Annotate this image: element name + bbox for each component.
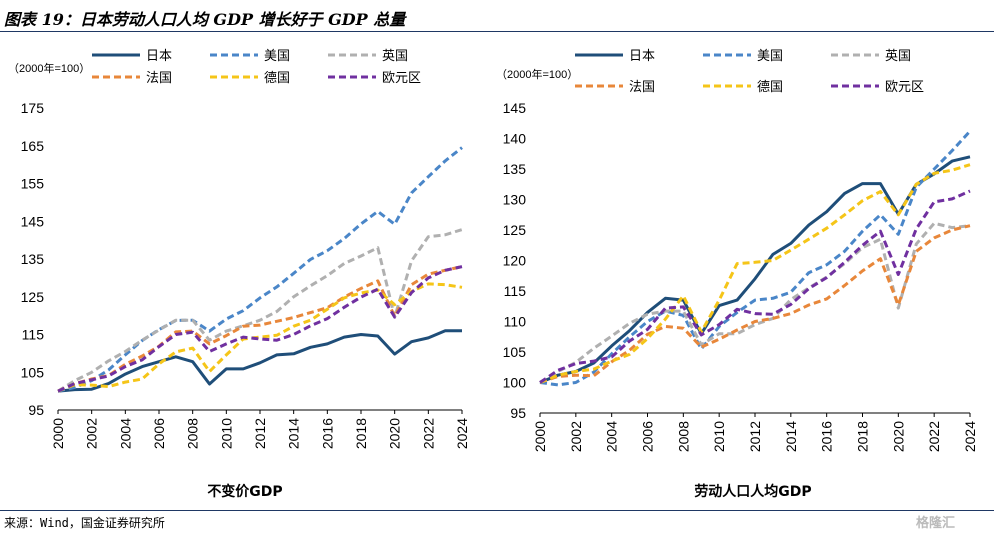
y-tick-label: 95 — [510, 405, 526, 421]
legend-label: 德国 — [264, 71, 290, 86]
x-tick-label: 2006 — [640, 421, 656, 452]
series-line-英国 — [57, 228, 463, 393]
x-tick-label: 2002 — [84, 418, 100, 449]
y-tick-label: 125 — [503, 222, 527, 238]
chart-caption: 劳动人口人均GDP — [694, 483, 811, 500]
series-line-日本 — [57, 329, 462, 393]
series-line-法国 — [57, 265, 463, 393]
x-tick-label: 2000 — [50, 418, 66, 449]
charts-area: （2000年=100） 95 105 115 125 135 145 155 165 175 200… — [8, 49, 978, 500]
y-tick-label: 105 — [21, 364, 45, 380]
series-line-英国 — [539, 221, 971, 384]
series-line-德国 — [539, 163, 971, 384]
figure-title: 图表 19：日本劳动人口人均 GDP 增长好于 GDP 总量 — [4, 10, 406, 29]
y-tick-label: 110 — [504, 314, 527, 330]
x-tick-label: 2024 — [454, 418, 470, 449]
y-tick-label: 130 — [503, 192, 527, 208]
x-tick-label: 2008 — [675, 421, 691, 452]
x-tick-label: 2022 — [926, 421, 942, 452]
y-tick-label: 175 — [21, 100, 45, 116]
x-tick-label: 2020 — [387, 418, 403, 449]
y-tick-label: 125 — [21, 289, 45, 305]
chart-1: （2000年=100） 95 105 115 125 135 145 155 165 175 200… — [8, 49, 470, 500]
series-line-美国 — [539, 130, 972, 387]
legend-label: 欧元区 — [885, 80, 924, 95]
x-tick-label: 2004 — [117, 418, 133, 449]
legend-label: 美国 — [264, 49, 290, 64]
chart-caption: 不变价GDP — [207, 483, 282, 500]
source-rule — [0, 510, 994, 511]
watermark-logo: 格隆汇 — [916, 516, 956, 531]
series-line-德国 — [57, 282, 463, 393]
legend-label: 日本 — [146, 49, 172, 64]
x-tick-label: 2014 — [286, 418, 302, 449]
y-tick-label: 100 — [503, 375, 527, 391]
x-tick-label: 2012 — [252, 418, 268, 449]
y-tick-label: 135 — [21, 251, 45, 267]
x-tick-label: 2016 — [819, 421, 835, 452]
legend-label: 英国 — [382, 49, 408, 64]
y-tick-label: 120 — [503, 253, 527, 269]
x-tick-label: 2018 — [855, 421, 871, 452]
x-tick-label: 2002 — [568, 421, 584, 452]
y-tick-label: 115 — [504, 283, 527, 299]
x-tick-label: 2000 — [532, 421, 548, 452]
source-note: 来源：Wind，国金证券研究所 — [4, 516, 165, 530]
series-line-日本 — [539, 155, 971, 384]
x-tick-label: 2010 — [711, 421, 727, 452]
series-line-欧元区 — [57, 265, 463, 393]
y-tick-label: 105 — [503, 344, 527, 360]
series-line-法国 — [539, 224, 971, 384]
x-tick-label: 2016 — [319, 418, 335, 449]
legend-label: 英国 — [885, 49, 911, 64]
y-tick-label: 140 — [503, 131, 527, 147]
series-line-欧元区 — [539, 189, 971, 384]
chart-2: （2000年=100） 95 100 105 110 115 120 125 130 135 140… — [496, 49, 978, 500]
x-tick-label: 2024 — [962, 421, 978, 452]
legend-label: 美国 — [757, 49, 783, 64]
x-tick-label: 2022 — [420, 418, 436, 449]
x-tick-label: 2020 — [890, 421, 906, 452]
y-tick-label: 145 — [503, 100, 527, 116]
x-tick-label: 2004 — [604, 421, 620, 452]
x-tick-label: 2010 — [218, 418, 234, 449]
y-tick-label: 145 — [21, 213, 45, 229]
x-tick-label: 2006 — [151, 418, 167, 449]
y-tick-label: 115 — [22, 327, 45, 343]
x-tick-label: 2012 — [747, 421, 763, 452]
legend-label: 法国 — [146, 71, 172, 86]
x-tick-label: 2018 — [353, 418, 369, 449]
y-tick-label: 165 — [21, 138, 45, 154]
legend-label: 欧元区 — [382, 71, 421, 86]
x-tick-label: 2014 — [783, 421, 799, 452]
legend-label: 日本 — [629, 49, 655, 64]
unit-label: （2000年=100） — [8, 61, 90, 75]
y-tick-label: 155 — [21, 176, 45, 192]
legend-label: 法国 — [629, 80, 655, 95]
legend-label: 德国 — [757, 80, 783, 95]
title-rule — [0, 31, 994, 32]
y-tick-label: 135 — [503, 161, 527, 177]
y-tick-label: 95 — [28, 402, 44, 418]
series-line-美国 — [57, 146, 463, 393]
x-tick-label: 2008 — [185, 418, 201, 449]
unit-label: （2000年=100） — [496, 67, 578, 81]
